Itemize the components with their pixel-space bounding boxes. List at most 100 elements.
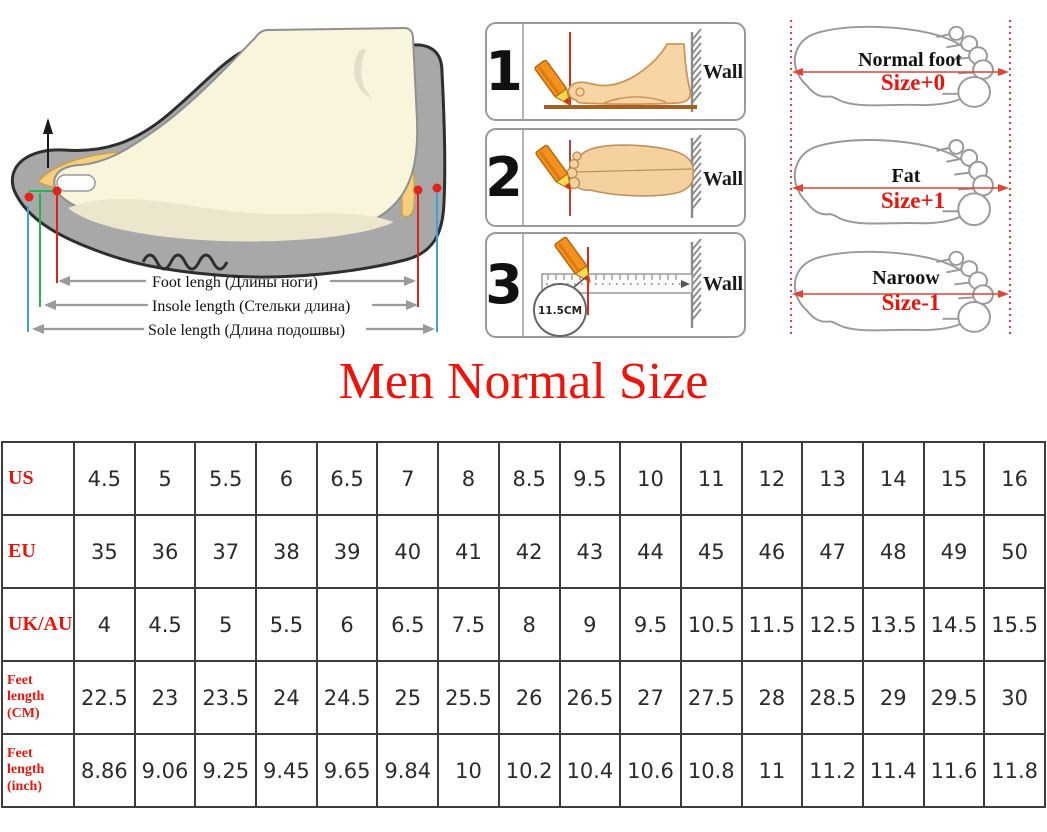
size-cell: 11 bbox=[679, 441, 743, 516]
size-cell: 23 bbox=[133, 660, 197, 735]
size-cell: 22.5 bbox=[73, 660, 136, 735]
size-cell: 10.6 bbox=[619, 733, 682, 808]
size-cell: 29.5 bbox=[922, 660, 986, 735]
size-cell: 44 bbox=[619, 514, 682, 589]
table-row: Feet length (CM) 22.5 23 23.5 24 24.5 25 25.5 26… bbox=[1, 660, 1046, 735]
size-cell: 8.86 bbox=[73, 733, 136, 808]
toe-cap-notch bbox=[56, 174, 96, 192]
foot-type-name: Normal foot bbox=[858, 49, 962, 71]
size-cell: 27 bbox=[619, 660, 682, 735]
size-cell: 9.5 bbox=[619, 587, 682, 662]
measurement-note: 11.5CM bbox=[538, 305, 582, 317]
wall-label: Wall bbox=[703, 61, 743, 83]
step1-illustration bbox=[532, 32, 697, 111]
row-header: Feet length (CM) bbox=[1, 660, 75, 735]
size-cell: 50 bbox=[983, 514, 1046, 589]
size-cell: 11.6 bbox=[922, 733, 986, 808]
size-cell: 24 bbox=[255, 660, 318, 735]
foot-width-guide: Normal foot Size+0 Fat Size+1 Naroow Siz… bbox=[790, 20, 1011, 338]
up-arrow-head bbox=[43, 118, 53, 134]
insole-length-label: Insole length (Стельки длина) bbox=[152, 298, 350, 315]
measurement-callout bbox=[533, 283, 587, 337]
size-cell: 15 bbox=[922, 441, 986, 516]
size-cell: 5 bbox=[194, 587, 258, 662]
size-cell: 10.4 bbox=[558, 733, 622, 808]
size-limit-lines bbox=[790, 20, 1011, 338]
size-cell: 6.5 bbox=[315, 441, 379, 516]
size-cell: 29 bbox=[861, 660, 925, 735]
size-cell: 25.5 bbox=[437, 660, 500, 735]
foot-length-label: Foot lengh (Длины ноги) bbox=[152, 274, 318, 291]
foot-width-arrows bbox=[792, 68, 1009, 298]
size-cell: 11 bbox=[740, 733, 804, 808]
size-cell: 30 bbox=[983, 660, 1046, 735]
size-cell: 7 bbox=[376, 441, 440, 516]
foot-type-name: Fat bbox=[892, 165, 921, 187]
size-cell: 9.5 bbox=[558, 441, 622, 516]
size-cell: 10.8 bbox=[679, 733, 743, 808]
size-cell: 39 bbox=[315, 514, 379, 589]
size-cell: 35 bbox=[73, 514, 136, 589]
page-title: Men Normal Size bbox=[338, 353, 709, 410]
size-cell: 11.8 bbox=[983, 733, 1046, 808]
size-cell: 9.84 bbox=[376, 733, 440, 808]
size-cell: 12 bbox=[740, 441, 804, 516]
foot-type-size: Size+1 bbox=[881, 188, 945, 213]
size-cell: 48 bbox=[861, 514, 925, 589]
size-cell: 10.5 bbox=[679, 587, 743, 662]
size-cell: 11.4 bbox=[861, 733, 925, 808]
sole-length-label: Sole length (Длина подошвы) bbox=[148, 322, 345, 339]
step-number: 3 bbox=[485, 253, 523, 316]
row-header: Feet length (inch) bbox=[1, 733, 75, 808]
size-cell: 46 bbox=[740, 514, 804, 589]
size-cell: 9.65 bbox=[315, 733, 379, 808]
size-cell: 26.5 bbox=[558, 660, 622, 735]
size-cell: 47 bbox=[801, 514, 864, 589]
dimension-arrows bbox=[32, 276, 435, 334]
size-cell: 40 bbox=[376, 514, 440, 589]
size-table: US 4.5 5 5.5 6 6.5 7 8 8.5 9.5 10 11 12 13 14 15 16 EU 35 3… bbox=[1, 441, 1046, 808]
size-cell: 13 bbox=[801, 441, 864, 516]
size-cell: 28 bbox=[740, 660, 804, 735]
table-row: US 4.5 5 5.5 6 6.5 7 8 8.5 9.5 10 11 12 13 14 15 16 bbox=[1, 441, 1046, 516]
measure-points bbox=[24, 183, 442, 202]
measurement-lines bbox=[27, 130, 438, 332]
size-cell: 5.5 bbox=[194, 441, 258, 516]
size-cell: 24.5 bbox=[315, 660, 379, 735]
foot-type-size: Size-1 bbox=[882, 290, 941, 315]
size-cell: 9.45 bbox=[255, 733, 318, 808]
sole-tread bbox=[141, 253, 229, 271]
size-cell: 9.25 bbox=[194, 733, 258, 808]
size-cell: 14.5 bbox=[922, 587, 986, 662]
size-cell: 41 bbox=[437, 514, 500, 589]
size-cell: 9 bbox=[558, 587, 622, 662]
size-cell: 6.5 bbox=[376, 587, 440, 662]
size-cell: 14 bbox=[861, 441, 925, 516]
sole-shading bbox=[68, 198, 394, 242]
size-cell: 43 bbox=[558, 514, 622, 589]
size-cell: 6 bbox=[315, 587, 379, 662]
step-number: 1 bbox=[485, 40, 523, 103]
size-cell: 37 bbox=[194, 514, 258, 589]
size-cell: 13.5 bbox=[861, 587, 925, 662]
size-cell: 23.5 bbox=[194, 660, 258, 735]
size-cell: 4.5 bbox=[73, 441, 136, 516]
size-cell: 8.5 bbox=[497, 441, 561, 516]
table-row: Feet length (inch) 8.86 9.06 9.25 9.45 9.65 9.… bbox=[1, 733, 1046, 808]
step2-illustration bbox=[533, 140, 695, 216]
size-cell: 27.5 bbox=[679, 660, 743, 735]
size-cell: 7.5 bbox=[437, 587, 500, 662]
size-cell: 38 bbox=[255, 514, 318, 589]
ankle-highlight bbox=[354, 49, 372, 98]
size-cell: 5.5 bbox=[255, 587, 318, 662]
size-cell: 9.06 bbox=[133, 733, 197, 808]
size-cell: 16 bbox=[983, 441, 1046, 516]
size-cell: 5 bbox=[133, 441, 197, 516]
size-cell: 42 bbox=[497, 514, 561, 589]
size-cell: 6 bbox=[255, 441, 318, 516]
foot-type-name: Naroow bbox=[872, 267, 940, 289]
step-number: 2 bbox=[485, 146, 523, 209]
size-cell: 36 bbox=[133, 514, 197, 589]
size-cell: 8 bbox=[437, 441, 500, 516]
